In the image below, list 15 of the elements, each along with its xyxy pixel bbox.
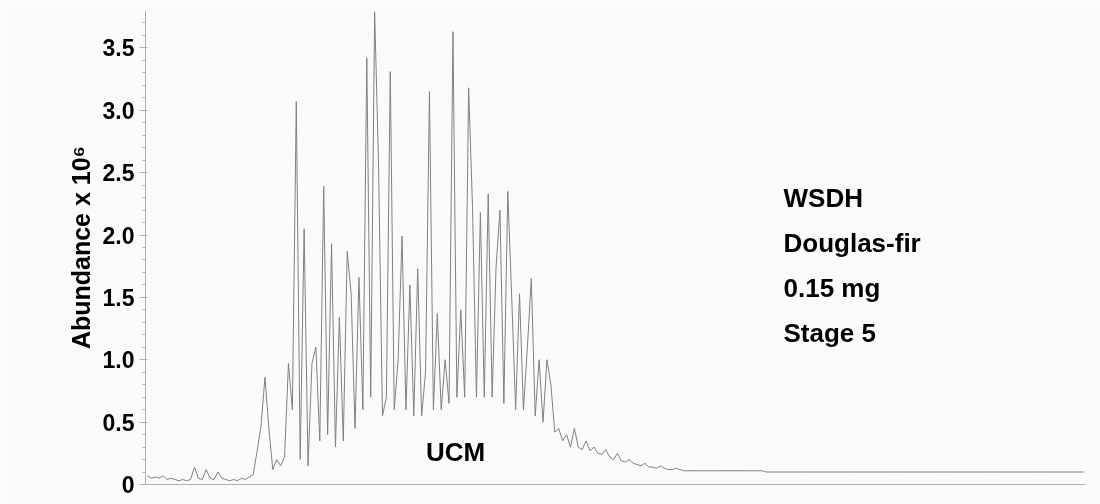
annotation: Stage 5 <box>783 317 876 348</box>
line-series <box>146 11 1085 482</box>
annotation: Douglas-fir <box>783 227 921 258</box>
y-axis-title: Abundance x 10⁶ <box>66 145 95 350</box>
y-tick-label: 3.5 <box>102 35 135 62</box>
y-tick-label: 3.0 <box>102 97 135 124</box>
annotation: WSDH <box>783 182 863 213</box>
annotation: 0.15 mg <box>783 272 881 303</box>
y-tick-label: 1.5 <box>102 284 135 311</box>
y-tick-label: 0.5 <box>102 409 135 436</box>
y-tick-label: 1.0 <box>102 347 135 374</box>
y-tick-label: 2.5 <box>102 160 135 187</box>
annotation: UCM <box>425 436 486 467</box>
y-tick-label: 0 <box>121 472 135 498</box>
y-tick-label: 2.0 <box>102 222 135 249</box>
